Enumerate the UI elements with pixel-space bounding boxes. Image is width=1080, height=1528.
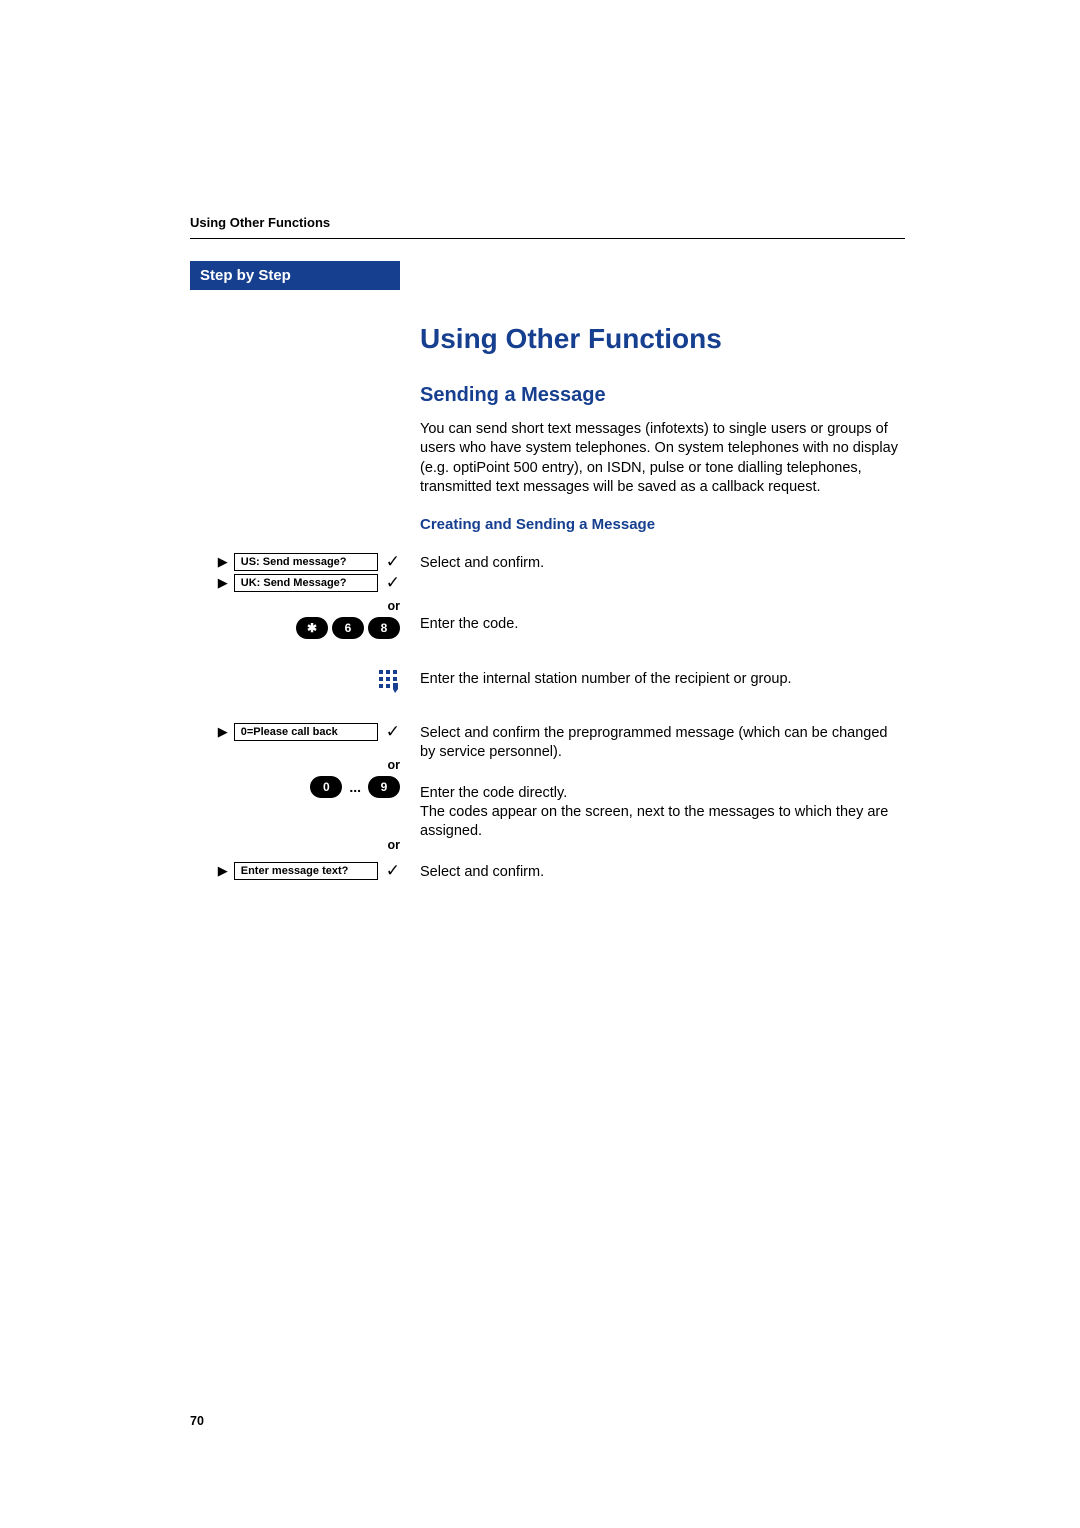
page-number: 70 (190, 1414, 204, 1428)
sidebar: Step by Step (190, 261, 400, 290)
key-star[interactable]: ✱ (296, 617, 328, 639)
check-icon: ✓ (386, 862, 400, 879)
code-keys-68: ✱ 6 8 (296, 617, 400, 639)
content-layout: Step by Step (190, 261, 905, 290)
step6-left: ▶ Enter message text? ✓ (190, 862, 400, 883)
menu-option-enter-text[interactable]: Enter message text? (234, 862, 378, 880)
menu-option-uk[interactable]: UK: Send Message? (234, 574, 378, 592)
triangle-icon: ▶ (218, 864, 228, 877)
key-6[interactable]: 6 (332, 617, 364, 639)
check-icon: ✓ (386, 574, 400, 591)
page: Using Other Functions Step by Step Using… (0, 0, 1080, 1528)
menu-line-enter-text: ▶ Enter message text? ✓ (218, 862, 400, 880)
intro-paragraph: You can send short text messages (infote… (420, 420, 905, 497)
header-rule (190, 238, 905, 239)
title-row: Using Other Functions Sending a Message … (190, 290, 905, 547)
menu-line-uk: ▶ UK: Send Message? ✓ (218, 574, 400, 592)
step-enter-message-text: ▶ Enter message text? ✓ Select and confi… (190, 862, 905, 883)
step6-text: Select and confirm. (420, 862, 905, 882)
triangle-icon: ▶ (218, 576, 228, 589)
triangle-icon: ▶ (218, 725, 228, 738)
key-9[interactable]: 9 (368, 776, 400, 798)
menu-line-us: ▶ US: Send message? ✓ (218, 553, 400, 571)
step1-right: Select and confirm. Enter the code. (420, 553, 905, 634)
step1-left: ▶ US: Send message? ✓ ▶ UK: Send Message… (190, 553, 400, 639)
step1-text: Select and confirm. (420, 554, 905, 573)
menu-option-us[interactable]: US: Send message? (234, 553, 378, 571)
running-head: Using Other Functions (190, 215, 905, 230)
triangle-icon: ▶ (218, 555, 228, 568)
step-enter-station: Enter the internal station number of the… (190, 669, 905, 693)
key-0[interactable]: 0 (310, 776, 342, 798)
step4-right: Select and confirm the preprogrammed mes… (420, 723, 905, 842)
subsection-heading: Creating and Sending a Message (420, 515, 905, 535)
check-icon: ✓ (386, 723, 400, 740)
key-range-ellipsis: ... (346, 779, 364, 795)
keypad-icon (378, 669, 400, 693)
check-icon: ✓ (386, 553, 400, 570)
step5-text: Enter the code directly. The codes appea… (420, 784, 905, 841)
or-label: or (388, 758, 401, 772)
page-title: Using Other Functions (420, 321, 905, 358)
step3-text: Enter the internal station number of the… (420, 669, 905, 689)
title-container: Using Other Functions Sending a Message … (420, 290, 905, 547)
menu-line-callback: ▶ 0=Please call back ✓ (218, 723, 400, 741)
step4-text: Select and confirm the preprogrammed mes… (420, 724, 905, 762)
step2-text: Enter the code. (420, 615, 905, 634)
step-by-step-banner: Step by Step (190, 261, 400, 290)
or-label: or (388, 838, 401, 852)
code-keys-0-9: 0 ... 9 (310, 776, 400, 798)
or-label: or (388, 599, 401, 613)
menu-option-callback[interactable]: 0=Please call back (234, 723, 378, 741)
step-select-preprogrammed: ▶ 0=Please call back ✓ or 0 ... 9 or Sel… (190, 723, 905, 856)
step3-left (190, 669, 400, 693)
step-select-send-message: ▶ US: Send message? ✓ ▶ UK: Send Message… (190, 553, 905, 639)
key-8[interactable]: 8 (368, 617, 400, 639)
section-heading: Sending a Message (420, 382, 905, 408)
step4-left: ▶ 0=Please call back ✓ or 0 ... 9 or (190, 723, 400, 856)
